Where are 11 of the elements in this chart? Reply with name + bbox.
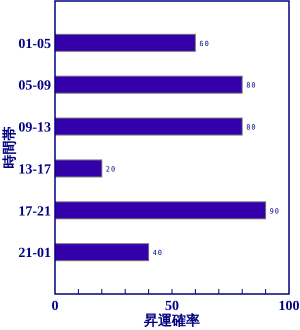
y-tick-label: 21-01 (18, 246, 51, 262)
y-axis-title: 時間帯 (2, 126, 18, 168)
x-tick-label: 50 (165, 299, 179, 314)
y-tick-label: 01-05 (18, 36, 51, 52)
y-tick-label: 05-09 (18, 78, 51, 94)
x-axis-title: 昇運確率 (143, 312, 200, 329)
y-tick-label: 09-13 (18, 120, 51, 136)
y-tick-label: 17-21 (18, 204, 51, 220)
x-tick-label: 100 (278, 299, 300, 314)
y-tick-label: 13-17 (18, 162, 51, 178)
x-tick-label: 0 (52, 299, 58, 314)
